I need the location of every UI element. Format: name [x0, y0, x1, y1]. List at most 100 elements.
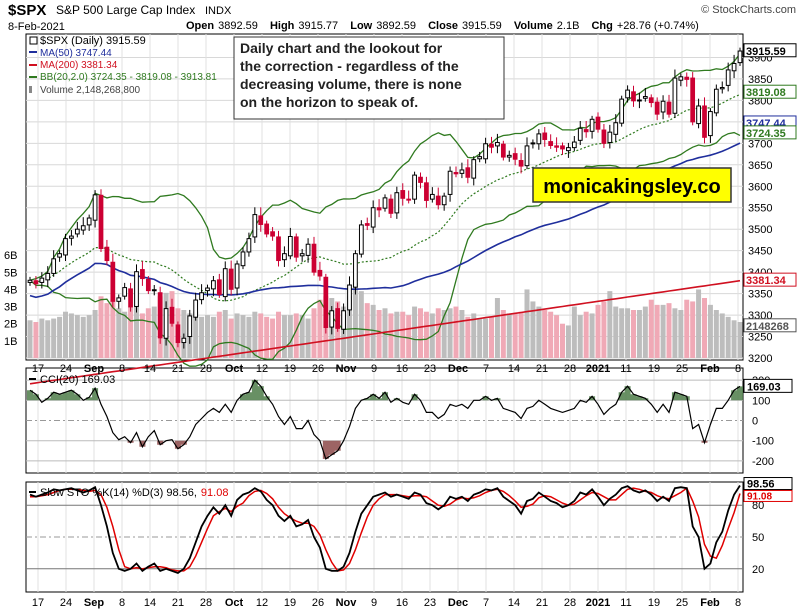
- candle-body: [518, 160, 524, 167]
- x-tick-label: 28: [564, 363, 576, 375]
- annotation-line: Daily chart and the lookout for: [240, 40, 443, 56]
- volume-bar: [447, 308, 453, 358]
- candle-body: [465, 167, 471, 178]
- annotation-line: decreasing volume, there is none: [240, 76, 462, 92]
- volume-bar: [151, 306, 157, 358]
- volume-bar: [702, 298, 707, 358]
- x-tick-label: 14: [508, 363, 520, 375]
- open-value: 3892.59: [218, 20, 258, 32]
- candle-body: [86, 217, 92, 226]
- volume-bar: [240, 315, 246, 358]
- x-tick-label: 19: [648, 597, 660, 609]
- x-tick-label: 19: [648, 363, 660, 375]
- volume-bar: [459, 310, 465, 358]
- cci-legend: CCI(20) 169.03: [29, 374, 115, 386]
- candle-body: [512, 153, 518, 160]
- x-tick-label: 2021: [586, 363, 610, 375]
- volume-bar: [666, 303, 672, 358]
- candle-body: [548, 141, 554, 146]
- candle-body: [347, 284, 352, 311]
- annotation-line: the correction - regardless of the: [240, 58, 459, 74]
- volume-y-tick: 3B: [4, 302, 17, 314]
- x-tick-label: 7: [483, 597, 489, 609]
- volume-bar: [435, 308, 441, 358]
- candle-body: [506, 154, 512, 158]
- candle-body: [341, 310, 346, 330]
- candle-body: [175, 324, 181, 344]
- low-label: Low: [350, 20, 372, 32]
- cci-title: CCI(20) 169.03: [40, 374, 115, 386]
- candle-body: [287, 235, 293, 257]
- price-y-tick: 3650: [748, 160, 772, 172]
- volume-bar: [347, 296, 352, 358]
- volume-bar: [636, 310, 642, 358]
- candle-body: [672, 77, 678, 114]
- sto-y-tick: 50: [752, 532, 764, 544]
- x-tick-label: 28: [200, 363, 212, 375]
- volume-bar: [713, 310, 719, 358]
- candle-body: [702, 105, 707, 138]
- volume-bar: [45, 320, 51, 358]
- volume-bar: [589, 313, 595, 358]
- candle-body: [400, 190, 406, 199]
- legend-volume-swatch: [29, 86, 32, 93]
- candle-body: [110, 261, 116, 302]
- sto-title: Slow STO %K(14) %D(3) 98.56,: [40, 487, 197, 499]
- x-tick-label: Sep: [84, 363, 104, 375]
- chg-label: Chg: [591, 20, 612, 32]
- volume-bar: [199, 316, 205, 358]
- volume-bar: [548, 311, 554, 358]
- symbol: $SPX: [8, 2, 46, 19]
- x-tick-label: 8: [735, 597, 741, 609]
- volume-bar: [418, 308, 423, 358]
- price-badge-box: [743, 318, 797, 333]
- x-tick-label: Nov: [336, 363, 358, 375]
- candle-body: [583, 129, 589, 133]
- volume-bar: [311, 308, 317, 358]
- price-y-tick: 3450: [748, 246, 772, 258]
- ma200-line: [29, 279, 741, 385]
- volume-y-tick: 1B: [4, 336, 17, 348]
- volume-bar: [270, 318, 276, 358]
- volume-bar: [660, 304, 666, 358]
- candle-body: [530, 142, 536, 145]
- candle-body: [240, 251, 246, 267]
- volume-bar: [193, 311, 199, 358]
- volume-bar: [654, 304, 660, 358]
- watermark: © StockCharts.com: [701, 4, 796, 16]
- x-tick-label: 23: [424, 363, 436, 375]
- volume-bar: [423, 311, 429, 358]
- price-badge-box: [743, 43, 797, 58]
- cci-y-tick: 100: [752, 395, 770, 407]
- annotation-line: on the horizon to speak of.: [240, 94, 418, 110]
- candle-body: [542, 132, 548, 140]
- x-tick-label: 21: [172, 597, 184, 609]
- volume-bar: [281, 315, 287, 358]
- ohlc-line: Open 3892.59 High 3915.77 Low 3892.59 Close…: [186, 20, 699, 32]
- volume-bar: [98, 296, 104, 358]
- volume-bar: [210, 316, 216, 358]
- candle-body: [566, 147, 571, 152]
- volume-bar: [352, 282, 358, 358]
- x-tick-label: 16: [396, 363, 408, 375]
- x-tick-label: 7: [483, 363, 489, 375]
- candle-body: [317, 269, 323, 277]
- candle-body: [495, 141, 500, 147]
- x-tick-label: Feb: [700, 597, 720, 609]
- price-legend: $SPX (Daily) 3915.59 MA(50) 3747.44 MA(2…: [29, 35, 217, 96]
- candle-body: [394, 192, 400, 214]
- close-value: 3915.59: [462, 20, 502, 32]
- volume-bar: [530, 301, 536, 358]
- volume-bar: [293, 313, 299, 358]
- candle-body: [222, 268, 228, 298]
- volume-bar: [110, 299, 116, 358]
- candle-body: [406, 198, 412, 201]
- candle-body: [145, 278, 151, 292]
- x-tick-label: Sep: [84, 597, 104, 609]
- candle-body: [92, 194, 98, 221]
- candle-body: [80, 225, 86, 231]
- candle-body: [45, 272, 51, 281]
- candle-body: [199, 292, 204, 301]
- candle-body: [625, 89, 630, 99]
